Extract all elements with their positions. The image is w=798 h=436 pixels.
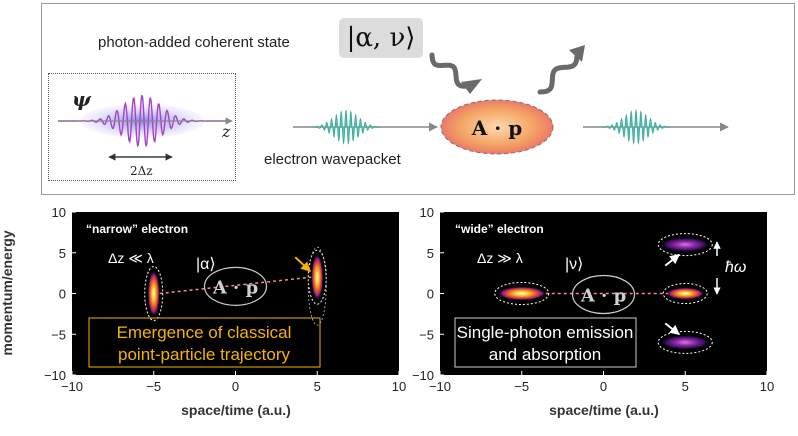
quantum-caption-line2: and absorption: [489, 345, 601, 364]
x-tick-label: 5: [314, 379, 321, 394]
blob-outline: [494, 282, 550, 305]
y-tick-label: 5: [59, 246, 66, 261]
blob-outline: [657, 330, 713, 354]
state-title: photon-added coherent state: [98, 34, 290, 51]
x-tick-label: 10: [392, 379, 406, 394]
distribution-blob: [661, 335, 710, 350]
incoming-teal-wavepacket: [312, 109, 380, 145]
operator-label: A · p: [580, 286, 626, 307]
blob-outline: [662, 283, 708, 304]
y-tick-label: −5: [51, 327, 66, 342]
regime-condition: Δz ≫ λ: [477, 250, 523, 266]
quantum-caption-box: [454, 317, 637, 368]
x-tick-label: −10: [429, 379, 451, 394]
y-tick-label: 10: [52, 205, 66, 220]
x-axis-label: space/time (a.u.): [181, 402, 291, 418]
x-tick-label: 5: [682, 379, 689, 394]
coherent-state-label: |α⟩: [196, 256, 216, 273]
schematic-drawing: ψ z 2Δz A · p: [58, 45, 729, 178]
distribution-blob: [147, 270, 160, 317]
regime-title: “wide” electron: [455, 222, 544, 236]
distribution-blob: [661, 237, 710, 252]
y-tick-label: 0: [59, 287, 66, 302]
y-tick-label: −10: [412, 368, 434, 383]
blob-spread-outline: [307, 246, 327, 326]
wide-electron-plot: −10 −5 0 5 10 10 5 0 −5 −10 A · p “wide” electron…: [412, 205, 774, 418]
outgoing-teal-wavepacket: [602, 109, 670, 145]
wavepacket-inset: [48, 73, 236, 181]
x-tick-label: −5: [514, 379, 529, 394]
wavepacket-label: electron wavepacket: [264, 151, 401, 168]
psi-label: ψ: [72, 87, 92, 111]
operator-ellipse: [571, 274, 636, 315]
regime-condition: Δz ≪ λ: [108, 250, 154, 266]
outgoing-photon-arrowhead: [569, 45, 585, 62]
operator-label: A · p: [212, 277, 258, 298]
regime-title: “narrow” electron: [86, 222, 188, 236]
operator-label: A · p: [471, 116, 522, 140]
blob-outline: [657, 233, 713, 257]
classical-caption-line2: point-particle trajectory: [118, 345, 290, 364]
z-label: z: [221, 122, 231, 141]
distribution-blob: [497, 286, 546, 301]
classical-caption-line1: Emergence of classical: [117, 323, 292, 342]
x-axis-label: space/time (a.u.): [549, 402, 659, 418]
emission-arrow: [664, 322, 681, 336]
x-tick-label: 0: [600, 379, 607, 394]
operator-ellipse: [203, 266, 268, 306]
incoming-photon-squiggle: [429, 52, 471, 89]
plot-background: [440, 212, 767, 375]
absorption-arrow: [664, 253, 681, 267]
y-tick-label: 10: [420, 205, 434, 220]
x-tick-label: 10: [760, 379, 774, 394]
distribution-blob: [311, 254, 324, 301]
classical-arrow: [294, 256, 311, 272]
width-label: 2Δz: [130, 164, 153, 178]
incoming-photon-arrowhead: [461, 79, 482, 94]
y-tick-label: 0: [427, 287, 434, 302]
distribution-blob: [666, 287, 705, 300]
interaction-operator-ellipse: [440, 99, 554, 155]
photon-energy-label: ħω: [725, 259, 746, 276]
classical-caption-box: [88, 317, 321, 368]
plot-background: [72, 212, 399, 375]
x-tick-label: 0: [232, 379, 239, 394]
state-label-box: |α, ν⟩: [339, 18, 423, 58]
trajectory-line: [159, 276, 312, 295]
x-tick-label: −5: [146, 379, 161, 394]
y-axis-label: momentum/energy: [0, 230, 15, 355]
y-tick-label: −10: [44, 368, 66, 383]
fock-state-label: |ν⟩: [565, 256, 583, 273]
outgoing-photon-squiggle: [537, 52, 580, 95]
x-tick-label: −10: [61, 379, 83, 394]
y-tick-label: 5: [427, 246, 434, 261]
blob-outline: [144, 266, 164, 321]
quantum-caption-line1: Single-photon emission: [457, 323, 634, 342]
y-tick-label: −5: [419, 327, 434, 342]
narrow-electron-plot: −10 −5 0 5 10 10 5 0 −5 −10 A · p “narrow” electr…: [0, 205, 406, 418]
